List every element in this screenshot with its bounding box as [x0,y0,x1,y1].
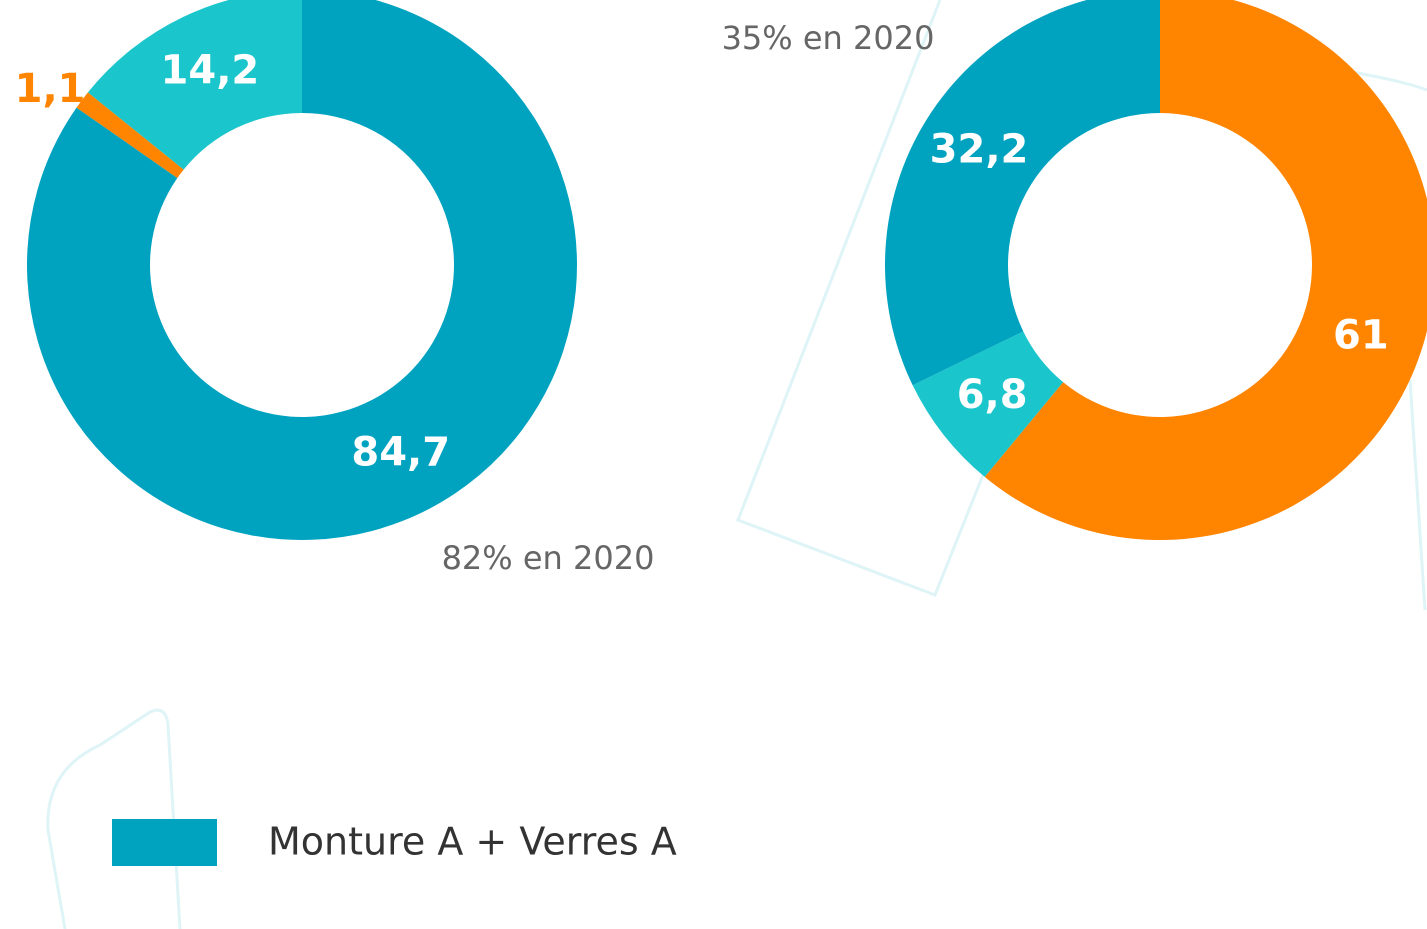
annotation: 35% en 2020 [722,19,935,57]
data-label: 61 [1333,312,1389,358]
legend-label: Monture A + Verres A [268,820,677,864]
data-label: 1,1 [15,66,86,112]
legend-swatch [112,819,217,866]
data-label: 84,7 [351,429,450,475]
donut-segment [984,0,1427,540]
data-label: 6,8 [957,372,1028,418]
deco-line [736,0,987,597]
deco-line [1408,379,1427,611]
donut-segment [885,0,1160,386]
donut-segment [27,0,577,540]
deco-line [46,708,182,929]
data-label: 32,2 [930,127,1029,173]
donut-segment [76,92,184,178]
annotation: 82% en 2020 [442,539,655,577]
donut-segment [87,0,302,170]
donut-segment [912,331,1064,477]
data-label: 14,2 [161,47,260,93]
